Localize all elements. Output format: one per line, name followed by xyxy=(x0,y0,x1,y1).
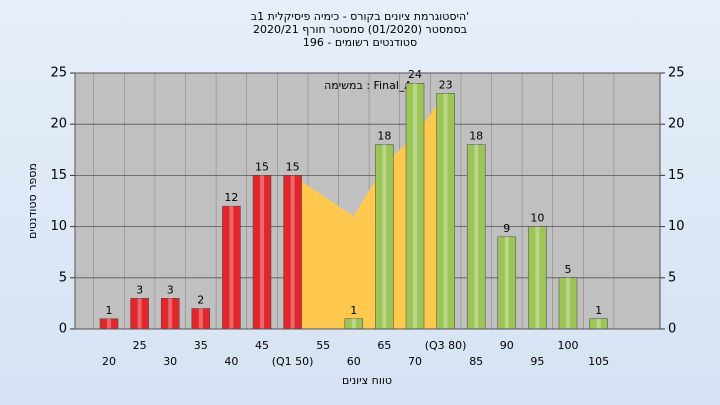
x-tick-label: 90 xyxy=(500,339,514,352)
data-label: 1 xyxy=(106,304,113,317)
x-tick-label: 65 xyxy=(377,339,391,352)
title-line: 'היסטוגרמת ציונים בקורס - כימיה פיסיקלית… xyxy=(251,10,469,23)
x-tick-label: 35 xyxy=(194,339,208,352)
bar-highlight xyxy=(535,226,540,329)
data-label: 15 xyxy=(286,160,300,173)
data-label: 18 xyxy=(469,130,483,143)
data-label: 10 xyxy=(530,212,544,225)
x-tick-label: 95 xyxy=(530,355,544,368)
x-tick-label: (Q1 50) xyxy=(272,355,314,368)
bar-highlight xyxy=(107,318,111,329)
data-label: 2 xyxy=(197,294,204,307)
y-tick-label: 20 xyxy=(50,117,67,132)
x-tick-label: 45 xyxy=(255,339,269,352)
data-label: 3 xyxy=(136,283,143,296)
data-label: 12 xyxy=(224,191,238,204)
bar-highlight xyxy=(229,206,234,329)
x-tick-label: (Q3 80) xyxy=(425,339,467,352)
y2-tick-label: 10 xyxy=(668,219,685,234)
y2-tick-label: 25 xyxy=(668,66,685,81)
data-label: 1 xyxy=(595,304,602,317)
x-axis-label: טווח ציונים xyxy=(342,374,392,387)
x-tick-label: 55 xyxy=(316,339,330,352)
x-tick-label: 100 xyxy=(558,339,579,352)
y-tick-label: 5 xyxy=(59,270,67,285)
bar-highlight xyxy=(596,318,601,329)
y2-tick-label: 0 xyxy=(668,322,676,337)
bar-highlight xyxy=(382,144,387,329)
bar-highlight xyxy=(504,236,509,329)
bar-highlight xyxy=(168,298,173,329)
y2-tick-label: 5 xyxy=(668,270,676,285)
title-line: בסמסטר (01/2020) סמסטר חורף 2020/21 xyxy=(253,23,467,36)
data-label: 1 xyxy=(350,304,357,317)
data-label: 18 xyxy=(377,130,391,143)
bar-highlight xyxy=(413,83,417,330)
x-tick-label: 25 xyxy=(133,339,147,352)
data-label: 24 xyxy=(408,68,422,81)
x-tick-label: 40 xyxy=(224,355,238,368)
data-label: 23 xyxy=(439,78,453,91)
y-tick-label: 25 xyxy=(50,66,67,81)
plot-border xyxy=(74,72,661,330)
x-tick-label: 85 xyxy=(469,355,483,368)
x-tick-label: 70 xyxy=(408,355,422,368)
bar-highlight xyxy=(474,144,479,329)
bar-highlight xyxy=(137,298,142,329)
data-label: 9 xyxy=(503,222,510,235)
data-label: 3 xyxy=(167,283,174,296)
y-axis-label: מספר סטודנטים xyxy=(26,163,39,239)
bar-highlight xyxy=(443,93,448,329)
bar-highlight xyxy=(260,175,264,329)
x-tick-label: 30 xyxy=(163,355,177,368)
bar-highlight xyxy=(290,175,295,329)
y2-tick-label: 15 xyxy=(668,168,685,183)
y-tick-label: 10 xyxy=(50,219,67,234)
y-tick-label: 15 xyxy=(50,168,67,183)
y2-tick-label: 20 xyxy=(668,117,685,132)
data-label: 15 xyxy=(255,160,269,173)
x-tick-label: 20 xyxy=(102,355,116,368)
bar-highlight xyxy=(198,308,203,329)
bar-highlight xyxy=(566,277,570,329)
data-label: 5 xyxy=(565,263,572,276)
y-tick-label: 0 xyxy=(59,322,67,337)
bar-highlight xyxy=(351,318,356,329)
x-tick-label: 105 xyxy=(588,355,609,368)
x-tick-label: 60 xyxy=(347,355,361,368)
title-line: סטודנטים רשומים - 196 xyxy=(303,36,417,49)
annotation: Final_A : במשימה xyxy=(324,79,412,92)
